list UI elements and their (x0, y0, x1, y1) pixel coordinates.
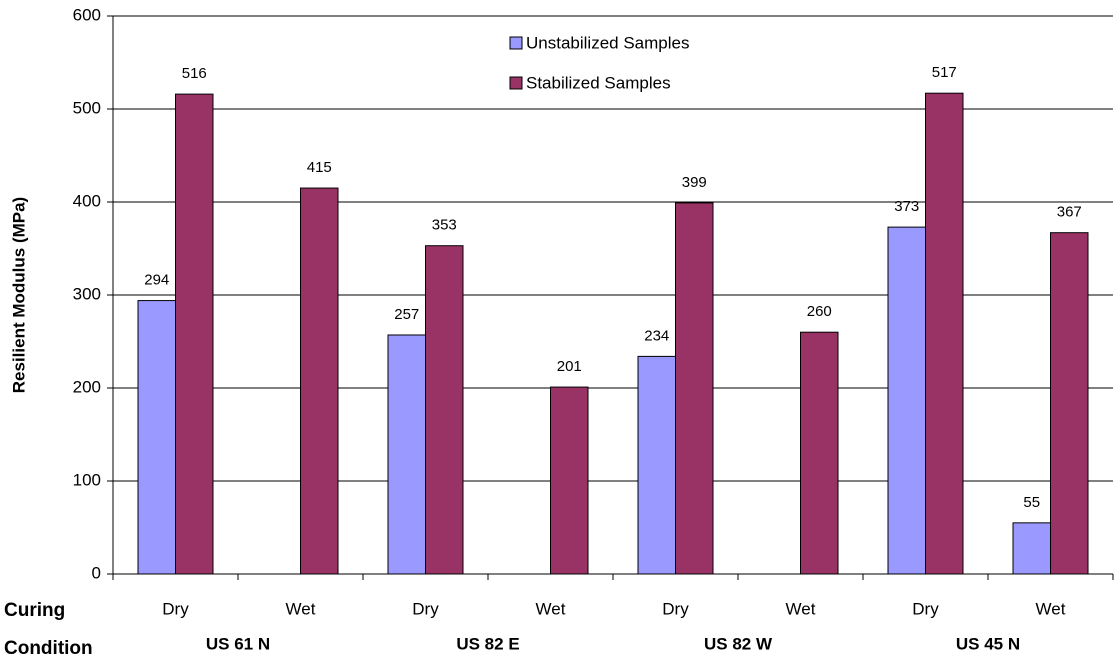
value-label: 415 (307, 159, 332, 176)
value-label: 367 (1057, 204, 1082, 221)
bar (175, 93, 214, 575)
y-tick-label: 100 (73, 470, 101, 489)
value-label: 260 (807, 303, 832, 320)
group-label: US 82 E (456, 634, 519, 653)
y-tick-label: 500 (73, 98, 101, 117)
value-label: 55 (1023, 494, 1040, 511)
y-tick-label: 400 (73, 191, 101, 210)
value-label: 517 (932, 64, 957, 81)
value-label: 201 (557, 358, 582, 375)
bar (387, 334, 426, 575)
value-label: 353 (432, 217, 457, 234)
bar (1050, 232, 1089, 575)
value-label: 516 (182, 65, 207, 82)
value-label: 234 (644, 327, 669, 344)
x-axis-label: Curing Condition (4, 600, 93, 659)
value-label: 373 (894, 198, 919, 215)
bar (1012, 522, 1051, 575)
x-tick-label: Wet (786, 599, 816, 618)
bar (137, 300, 176, 575)
legend-label: Stabilized Samples (526, 73, 671, 92)
y-tick-label: 200 (73, 377, 101, 396)
y-tick-label: 300 (73, 284, 101, 303)
bar (550, 386, 589, 575)
x-tick-label: Dry (162, 599, 189, 618)
x-tick-label: Wet (286, 599, 316, 618)
bar (800, 331, 839, 575)
x-tick-label: Dry (412, 599, 439, 618)
x-tick-label: Dry (912, 599, 939, 618)
y-tick-label: 0 (92, 563, 101, 582)
bar (300, 187, 339, 575)
value-label: 257 (394, 306, 419, 323)
x-tick-label: Wet (1036, 599, 1066, 618)
group-label: US 45 N (956, 634, 1020, 653)
bar (887, 226, 926, 575)
x-tick-label: Dry (662, 599, 689, 618)
legend-swatch (509, 36, 523, 50)
bar (425, 245, 464, 575)
value-label: 399 (682, 174, 707, 191)
value-label: 294 (144, 272, 169, 289)
legend-swatch (509, 76, 523, 90)
group-label: US 61 N (206, 634, 270, 653)
bar (925, 92, 964, 575)
bar (637, 355, 676, 575)
y-axis-label: Resilient Modulus (MPa) (9, 197, 28, 393)
y-tick-label: 600 (73, 5, 101, 24)
bar (675, 202, 714, 575)
group-label: US 82 W (704, 634, 773, 653)
legend-label: Unstabilized Samples (526, 33, 689, 52)
x-tick-label: Wet (536, 599, 566, 618)
